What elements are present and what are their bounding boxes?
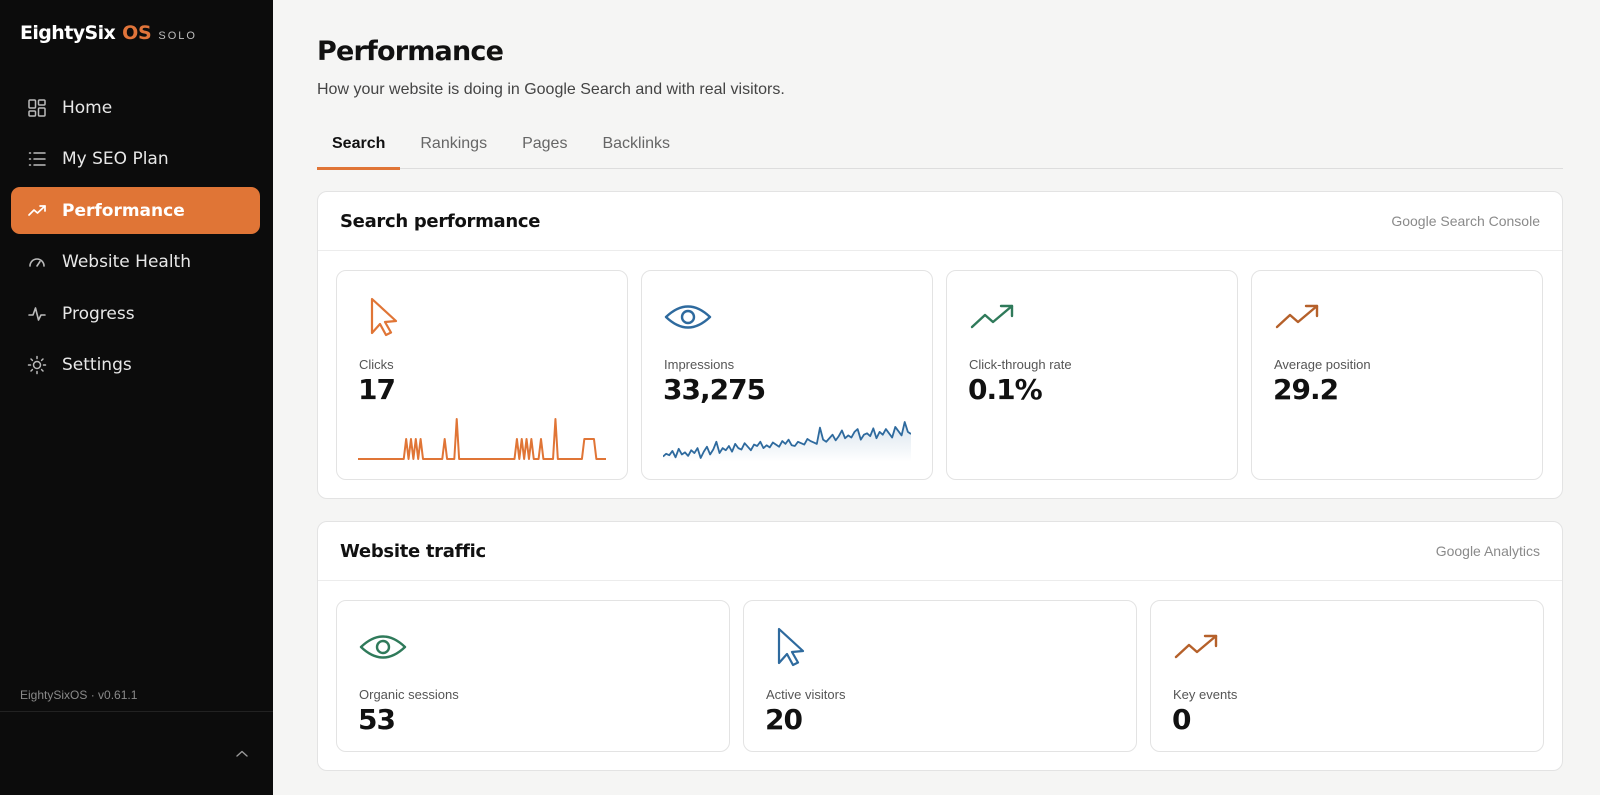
- eye-icon: [664, 305, 712, 329]
- metric-label: Active visitors: [766, 687, 846, 702]
- metric-value: 29.2: [1273, 373, 1339, 406]
- metric-value: 33,275: [663, 373, 766, 406]
- tab-backlinks[interactable]: Backlinks: [602, 135, 671, 152]
- cursor-icon: [777, 627, 805, 667]
- clicks-series-line: [358, 418, 606, 460]
- sidebar-item-label: Settings: [62, 355, 132, 375]
- sidebar-item-performance[interactable]: Performance: [11, 187, 260, 234]
- ctr-card: Click-through rate 0.1%: [946, 270, 1238, 480]
- panel-header: Search performance Google Search Console: [318, 192, 1562, 251]
- brand-name: EightySix: [20, 22, 116, 44]
- sun-gear-icon: [27, 355, 47, 375]
- eye-icon: [359, 635, 407, 659]
- grid-icon: [27, 98, 47, 118]
- sidebar-divider: [0, 711, 273, 712]
- impressions-sparkline: [663, 421, 911, 462]
- metric-label: Organic sessions: [359, 687, 459, 702]
- clicks-card: Clicks 17: [336, 270, 628, 480]
- list-icon: [27, 149, 47, 169]
- tab-search[interactable]: Search: [317, 126, 401, 170]
- sidebar-item-settings[interactable]: Settings: [11, 342, 260, 389]
- metric-value: 20: [765, 703, 803, 736]
- collapse-button[interactable]: [232, 746, 252, 762]
- panel-source: Google Search Console: [1391, 213, 1540, 229]
- metric-value: 0: [1172, 703, 1192, 736]
- cursor-icon: [370, 297, 398, 337]
- chevron-up-icon: [236, 750, 248, 757]
- sidebar-item-home[interactable]: Home: [11, 84, 260, 131]
- version-label: EightySixOS · v0.61.1: [20, 688, 138, 702]
- trending-up-icon: [1275, 304, 1319, 329]
- tab-bar: Search Rankings Pages Backlinks: [317, 126, 1563, 170]
- sidebar-item-website-health[interactable]: Website Health: [11, 239, 260, 286]
- panel-title: Search performance: [340, 210, 541, 232]
- metric-label: Impressions: [664, 357, 735, 372]
- average-position-card: Average position 29.2: [1251, 270, 1543, 480]
- trending-up-icon: [27, 201, 47, 221]
- panel-header: Website traffic Google Analytics: [318, 522, 1562, 581]
- sidebar-item-label: Home: [62, 97, 113, 118]
- gauge-icon: [27, 252, 47, 272]
- metric-value: 53: [358, 703, 396, 736]
- active-visitors-card: Active visitors 20: [743, 600, 1137, 752]
- page-title: Performance: [317, 36, 504, 67]
- tab-pages[interactable]: Pages: [522, 135, 568, 152]
- impressions-card: Impressions 33,275: [641, 270, 933, 480]
- key-events-card: Key events 0: [1150, 600, 1544, 752]
- brand-logo[interactable]: EightySix OS SOLO: [20, 22, 197, 44]
- sidebar-nav: Home My SEO Plan Performance Website Hea…: [11, 84, 260, 393]
- panel-title: Website traffic: [340, 540, 486, 562]
- sidebar: EightySix OS SOLO Home My SEO Plan Perfo…: [0, 0, 273, 795]
- activity-icon: [27, 304, 47, 324]
- search-performance-panel: Search performance Google Search Console…: [317, 191, 1563, 499]
- metric-label: Clicks: [359, 357, 394, 372]
- sidebar-item-label: My SEO Plan: [62, 149, 169, 169]
- metric-value: 0.1%: [968, 373, 1043, 406]
- website-traffic-panel: Website traffic Google Analytics Organic…: [317, 521, 1563, 771]
- sidebar-item-label: Website Health: [62, 252, 191, 272]
- sidebar-item-label: Progress: [62, 303, 135, 324]
- impressions-series-line: [663, 421, 911, 459]
- organic-sessions-card: Organic sessions 53: [336, 600, 730, 752]
- sidebar-item-progress[interactable]: Progress: [11, 290, 260, 337]
- metric-label: Click-through rate: [969, 357, 1072, 372]
- metric-label: Key events: [1173, 687, 1238, 702]
- trending-up-icon: [970, 304, 1014, 329]
- clicks-sparkline: [358, 418, 606, 460]
- sidebar-item-label: Performance: [62, 200, 185, 221]
- brand-tier: SOLO: [158, 30, 197, 42]
- sidebar-item-my-seo-plan[interactable]: My SEO Plan: [11, 136, 260, 183]
- panel-source: Google Analytics: [1435, 543, 1540, 559]
- metric-value: 17: [358, 373, 396, 406]
- brand-os: OS: [122, 22, 152, 44]
- page-subtitle: How your website is doing in Google Sear…: [317, 81, 785, 98]
- metric-label: Average position: [1274, 357, 1371, 372]
- tab-rankings[interactable]: Rankings: [420, 135, 488, 152]
- trending-up-icon: [1174, 634, 1218, 659]
